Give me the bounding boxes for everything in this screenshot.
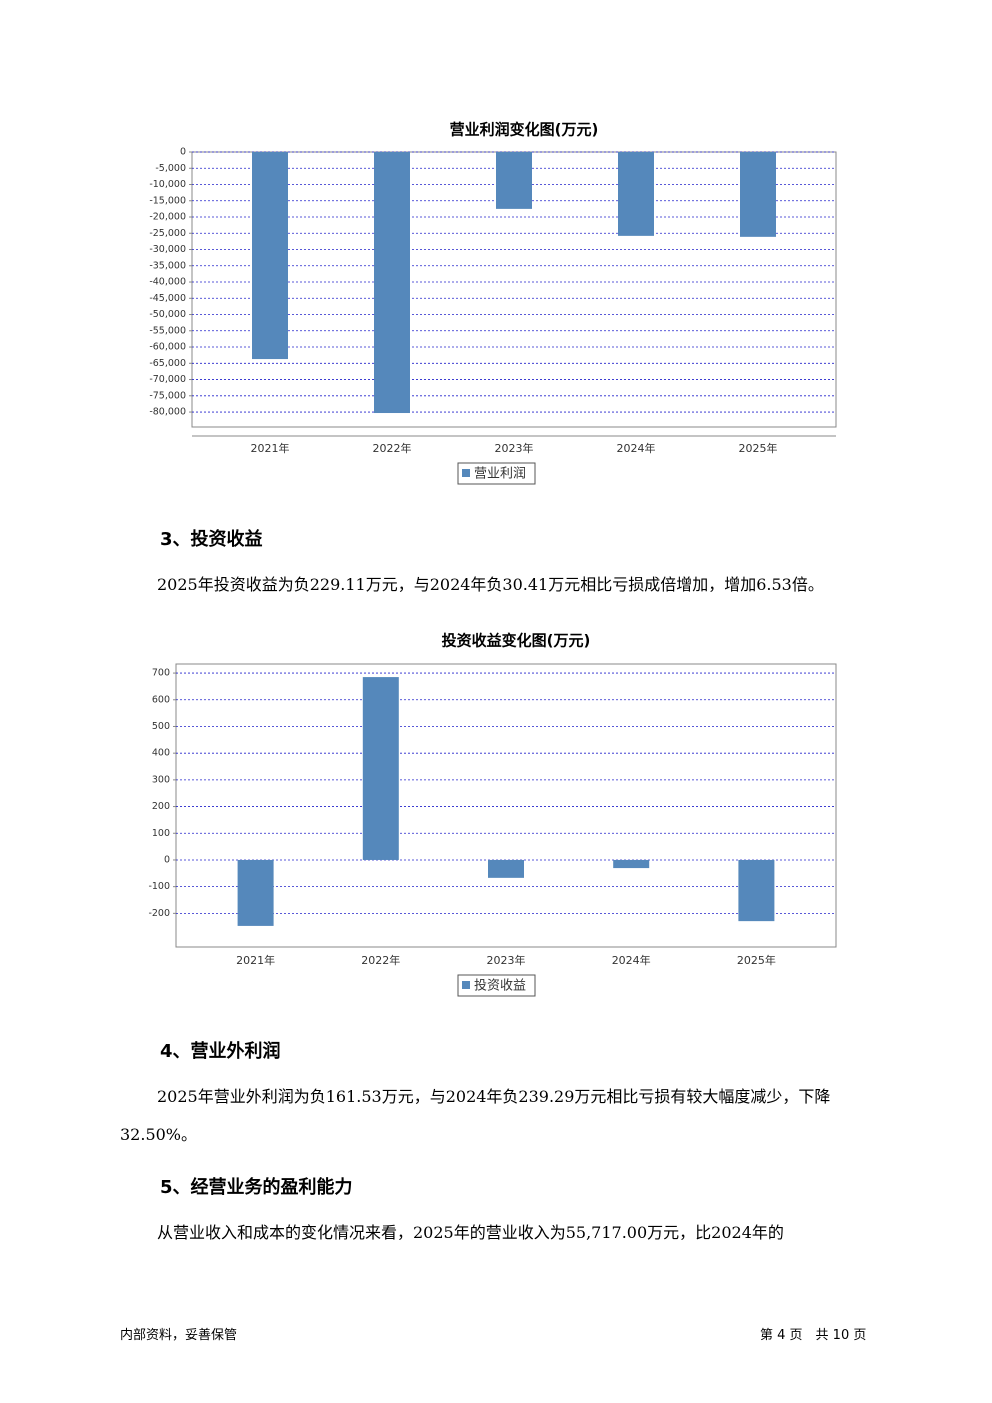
y-tick-label: -75,000 [149,390,186,401]
y-tick-label: -20,000 [149,212,186,223]
legend-box [457,462,536,485]
bar [618,152,654,236]
y-tick-label: -100 [148,881,170,892]
x-tick-label: 2023年 [495,441,534,455]
x-tick-label: 2023年 [487,953,526,967]
paragraph: 2025年营业外利润为负161.53万元，与2024年负239.29万元相比亏损… [120,1087,831,1144]
chart-title: 营业利润变化图(万元) [450,121,599,139]
paragraph: 2025年投资收益为负229.11万元，与2024年负30.41万元相比亏损成倍… [157,575,824,594]
chart: 投资收益变化图(万元) -200 -100 0 100 200 300 400 500 600 70… [148,632,837,997]
y-tick-label: -60,000 [149,342,186,353]
bar [362,677,399,860]
x-tick-label: 2025年 [739,441,778,455]
y-tick-label: 600 [152,694,170,705]
paragraph: 从营业收入和成本的变化情况来看，2025年的营业收入为55,717.00万元，比… [157,1223,784,1242]
bar [738,859,775,922]
y-tick-label: 400 [152,748,170,759]
legend-box [457,974,536,997]
y-tick-label: -25,000 [149,228,186,239]
footer-left: 内部资料，妥善保管 [120,1328,238,1343]
y-tick-label: -50,000 [149,309,186,320]
legend-swatch [462,469,470,477]
y-tick-label: 0 [164,854,170,865]
x-tick-label: 2025年 [737,953,776,967]
bar [613,859,650,869]
y-tick-label: 700 [152,668,170,679]
y-tick-label: 300 [152,774,170,785]
y-tick-label: 500 [152,721,170,732]
y-tick-label: 100 [152,828,170,839]
y-tick-label: -45,000 [149,293,186,304]
x-tick-label: 2021年 [251,441,290,455]
chart: 营业利润变化图(万元) 0 -5,000 -10,000 -15,000 -20,000 -… [149,121,837,485]
bar [496,152,532,209]
footer-right: 第 4 页 共 10 页 [760,1328,867,1343]
legend-label: 营业利润 [474,467,526,482]
legend-label: 投资收益 [474,978,526,994]
y-tick-label: -40,000 [149,277,186,288]
plot-area [175,663,837,948]
bar [237,859,274,926]
x-tick-label: 2022年 [361,953,400,967]
y-tick-label: -30,000 [149,244,186,255]
y-tick-label: 200 [152,801,170,812]
heading: 3、投资收益 [160,529,263,550]
y-tick-label: 0 [180,147,186,158]
x-tick-label: 2022年 [373,441,412,455]
y-tick-label: -10,000 [149,179,186,190]
bar [488,859,524,878]
heading: 5、经营业务的盈利能力 [160,1177,353,1198]
x-tick-label: 2024年 [617,441,656,455]
y-tick-label: -15,000 [149,195,186,206]
y-tick-label: -65,000 [149,358,186,369]
chart-title: 投资收益变化图(万元) [442,632,591,650]
y-tick-label: -80,000 [149,407,186,418]
y-tick-label: -55,000 [149,325,186,336]
heading: 4、营业外利润 [160,1041,281,1062]
bar [252,152,288,360]
y-tick-label: -200 [148,908,170,919]
legend-swatch [462,981,470,989]
x-tick-label: 2021年 [236,953,275,967]
x-tick-label: 2024年 [612,953,651,967]
y-tick-label: -5,000 [155,163,186,174]
y-tick-label: -35,000 [149,260,186,271]
y-tick-label: -70,000 [149,374,186,385]
bar [740,152,776,237]
bar [374,152,410,414]
